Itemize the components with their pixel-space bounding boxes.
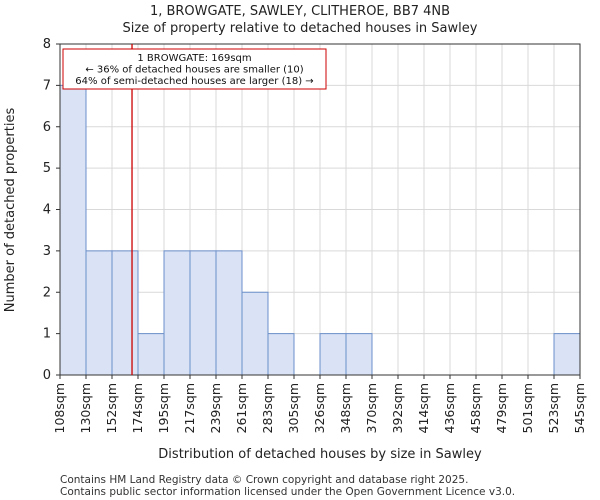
x-tick-label: 414sqm xyxy=(416,383,431,433)
x-tick-label: 152sqm xyxy=(104,383,119,433)
annotation-line-3: 64% of semi-detached houses are larger (… xyxy=(75,76,313,87)
x-tick-label: 436sqm xyxy=(442,383,457,433)
y-tick-label: 2 xyxy=(43,285,51,300)
chart-title: 1, BROWGATE, SAWLEY, CLITHEROE, BB7 4NB xyxy=(149,4,451,19)
histogram-bar xyxy=(163,250,191,376)
x-tick-label: 479sqm xyxy=(494,383,509,433)
footer-line-2: Contains public sector information licen… xyxy=(60,486,516,498)
x-tick-label: 523sqm xyxy=(546,383,561,433)
y-tick-label: 3 xyxy=(43,244,51,259)
x-tick-label: 545sqm xyxy=(572,383,587,433)
annotation-box xyxy=(62,48,327,90)
y-tick-label: 0 xyxy=(43,368,51,383)
histogram-bar xyxy=(553,333,581,376)
histogram-bar xyxy=(189,250,217,376)
x-tick-label: 501sqm xyxy=(520,383,535,433)
x-tick-label: 130sqm xyxy=(78,383,93,433)
x-tick-label: 195sqm xyxy=(156,383,171,433)
y-tick-label: 1 xyxy=(43,327,51,342)
histogram-bar xyxy=(267,333,295,376)
chart-subtitle: Size of property relative to detached ho… xyxy=(122,21,478,36)
x-tick-label: 392sqm xyxy=(390,383,405,433)
histogram-bar xyxy=(319,333,347,376)
histogram-bar xyxy=(111,250,139,376)
x-tick-label: 108sqm xyxy=(52,383,67,433)
x-tick-label: 348sqm xyxy=(338,383,353,433)
histogram-bar xyxy=(59,84,87,376)
x-tick-label: 217sqm xyxy=(182,383,197,433)
x-tick-label: 305sqm xyxy=(286,383,301,433)
histogram-bar xyxy=(241,291,269,376)
x-tick-label: 174sqm xyxy=(130,383,145,433)
x-axis-label: Distribution of detached houses by size … xyxy=(158,447,482,462)
histogram-bar xyxy=(215,250,243,376)
histogram-bar xyxy=(85,250,113,376)
y-tick-label: 7 xyxy=(43,78,51,93)
histogram-bar xyxy=(345,333,373,376)
y-tick-label: 4 xyxy=(43,203,51,218)
x-tick-label: 326sqm xyxy=(312,383,327,433)
annotation-line-1: 1 BROWGATE: 169sqm xyxy=(137,53,251,64)
x-tick-label: 458sqm xyxy=(468,383,483,433)
x-tick-label: 283sqm xyxy=(260,383,275,433)
y-tick-label: 5 xyxy=(43,161,51,176)
x-tick-label: 370sqm xyxy=(364,383,379,433)
x-tick-label: 261sqm xyxy=(234,383,249,433)
footer-line-1: Contains HM Land Registry data © Crown c… xyxy=(60,474,469,486)
y-tick-label: 6 xyxy=(43,120,51,135)
histogram-bar xyxy=(137,333,165,376)
y-tick-label: 8 xyxy=(43,37,51,52)
annotation-line-2: ← 36% of detached houses are smaller (10… xyxy=(85,65,303,76)
y-axis-label: Number of detached properties xyxy=(3,108,18,313)
x-tick-label: 239sqm xyxy=(208,383,223,433)
